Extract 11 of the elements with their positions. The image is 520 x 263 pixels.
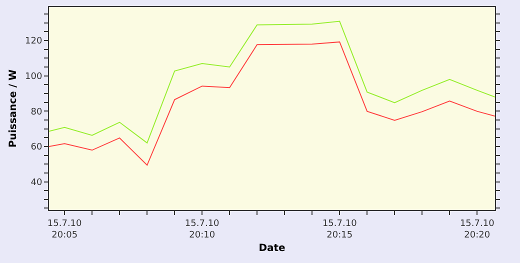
y-tick-label: 120 [25, 36, 42, 47]
y-tick-label: 40 [30, 178, 42, 188]
x-axis-title: Date [258, 243, 286, 254]
x-tick-label: 15.7.10 20:20 [460, 218, 495, 240]
y-tick-label: 60 [30, 142, 42, 153]
y-tick-label: 100 [25, 72, 42, 82]
x-tick-label: 15.7.10 20:10 [184, 218, 220, 240]
y-axis-title: Puissance / W [8, 69, 20, 148]
y-tick-label: 80 [30, 107, 42, 118]
x-tick-label: 15.7.10 20:05 [47, 218, 82, 240]
x-tick-label: 15.7.10 20:15 [322, 218, 358, 240]
